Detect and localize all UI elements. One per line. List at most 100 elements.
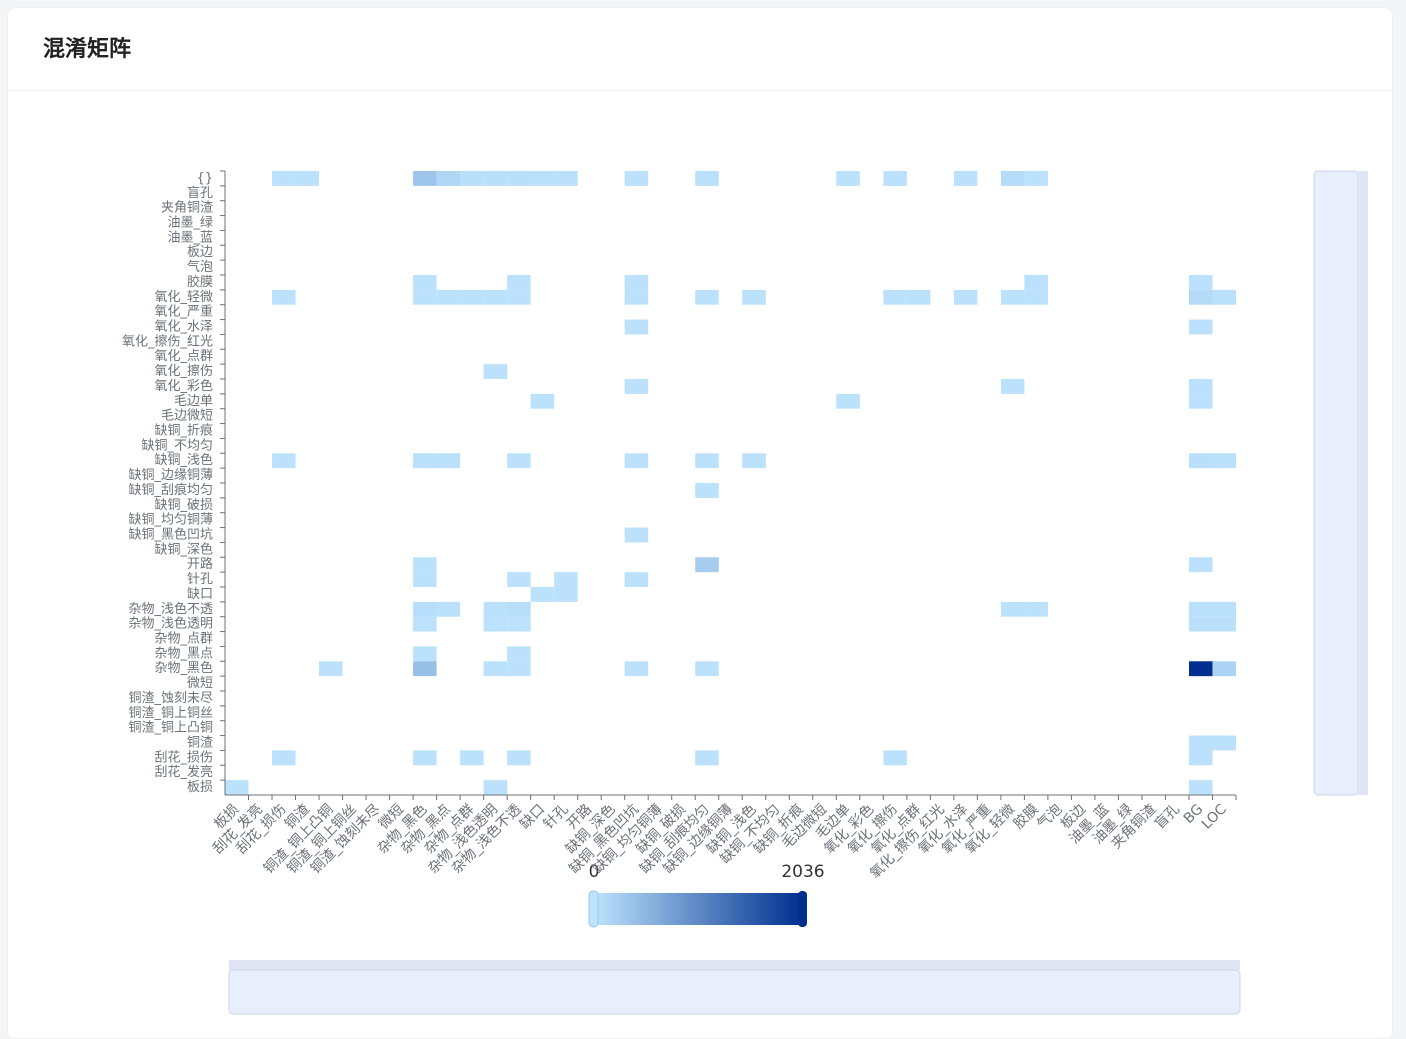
x-zoom-track[interactable] xyxy=(229,960,1240,970)
heatmap-cell xyxy=(624,319,649,335)
y-tick-label: 氧化_水泽 xyxy=(154,320,213,335)
heatmap-cell xyxy=(695,289,719,305)
heatmap-cell xyxy=(695,453,719,469)
y-tick-label: 板边 xyxy=(187,245,213,260)
heatmap-cell xyxy=(1212,453,1236,469)
heatmap-cell xyxy=(624,572,649,587)
y-tick-label: 铜渣_铜上凸铜 xyxy=(128,721,213,736)
y-tick-label: 缺铜_浅色 xyxy=(154,452,213,468)
heatmap-cell xyxy=(530,171,555,186)
heatmap-cell xyxy=(1000,601,1025,617)
y-tick-label: 夹角铜渣 xyxy=(161,201,213,216)
y-tick-label: 盲孔 xyxy=(187,185,213,201)
heatmap-cell xyxy=(436,171,461,186)
heatmap-cell xyxy=(1000,289,1025,305)
y-tick-label: 铜渣_蚀刻未尽 xyxy=(128,691,213,706)
heatmap-cell xyxy=(460,171,484,186)
heatmap-cell xyxy=(436,601,461,617)
color-bar xyxy=(594,893,802,925)
heatmap-cell xyxy=(1188,453,1213,469)
heatmap-cell xyxy=(1188,601,1213,617)
heatmap-cell xyxy=(483,780,508,795)
heatmap-cell xyxy=(1024,289,1048,305)
y-tick-label: 氧化_严重 xyxy=(154,304,213,320)
color-handle-min[interactable] xyxy=(588,890,599,928)
heatmap-cell xyxy=(507,289,531,305)
heatmap-cell xyxy=(483,661,508,677)
y-tick-label: 铜渣_铜上铜丝 xyxy=(128,706,213,721)
heatmap-cell xyxy=(1188,735,1213,751)
heatmap-cell xyxy=(413,601,437,617)
heatmap-cell xyxy=(1188,750,1213,766)
heatmap-cell xyxy=(695,750,719,766)
color-handle-max[interactable] xyxy=(798,891,807,927)
heatmap-cell xyxy=(1000,379,1025,394)
y-zoom-slider[interactable] xyxy=(1313,170,1359,796)
heatmap-cell xyxy=(624,275,649,290)
x-tick-label: 胶膜 xyxy=(1010,801,1042,833)
y-tick-label: 杂物_浅色不透 xyxy=(128,601,213,617)
heatmap-cell xyxy=(1188,289,1213,305)
heatmap-cell xyxy=(1188,557,1213,573)
heatmap-cell xyxy=(836,171,860,186)
heatmap-cell xyxy=(906,289,931,305)
heatmap-cell xyxy=(1212,661,1236,677)
heatmap-cell xyxy=(695,557,719,573)
heatmap-cell xyxy=(413,289,437,305)
heatmap-cell xyxy=(1212,616,1236,632)
y-zoom-track[interactable] xyxy=(1358,171,1368,795)
y-tick-label: 微短 xyxy=(187,676,213,691)
y-tick-label: 缺铜_刮痕均匀 xyxy=(128,482,213,498)
heatmap-cell xyxy=(413,646,437,662)
heatmap-cell xyxy=(1188,275,1213,290)
y-tick-label: 缺铜_深色 xyxy=(154,541,213,557)
y-tick-label: 氧化_擦伤 xyxy=(154,364,213,379)
heatmap-cell xyxy=(1188,319,1213,335)
heatmap-cell xyxy=(295,171,320,186)
heatmap-cell xyxy=(1188,661,1213,677)
x-zoom-slider[interactable] xyxy=(228,969,1241,1015)
heatmap-cell xyxy=(695,171,719,186)
y-tick-label: 油墨_绿 xyxy=(167,216,213,231)
y-tick-label: 针孔 xyxy=(187,572,213,587)
heatmap-cell xyxy=(1000,171,1025,186)
heatmap-cell xyxy=(953,289,978,305)
heatmap-cell xyxy=(1188,780,1213,795)
heatmap-cell xyxy=(460,750,484,766)
heatmap-cell xyxy=(507,616,531,632)
heatmap-cell xyxy=(483,616,508,632)
color-max-label: 2036 xyxy=(781,862,824,882)
heatmap-cell xyxy=(413,557,437,573)
heatmap-cell xyxy=(413,453,437,469)
heatmap-cell xyxy=(413,572,437,587)
heatmap-cell xyxy=(460,289,484,305)
heatmap-cell xyxy=(624,379,649,394)
y-tick-label: 气泡 xyxy=(187,259,213,275)
y-tick-label: 氧化_轻微 xyxy=(154,290,213,305)
heatmap-cell xyxy=(1188,393,1213,409)
y-tick-label: 缺铜_均匀铜薄 xyxy=(128,513,213,528)
heatmap-cell xyxy=(624,453,649,469)
heatmap-cell xyxy=(836,393,860,409)
heatmap-cell xyxy=(483,364,508,379)
x-tick-label: 盲孔 xyxy=(1151,801,1183,833)
heatmap-cell xyxy=(530,587,555,602)
y-tick-label: 缺口 xyxy=(187,587,213,602)
y-tick-label: 板损 xyxy=(187,780,213,795)
y-tick-label: 刮花_损伤 xyxy=(154,749,213,765)
heatmap-cell xyxy=(507,171,531,186)
heatmap-cell xyxy=(272,289,296,305)
y-tick-label: 氧化_擦伤_红光 xyxy=(122,333,213,349)
heatmap-cell xyxy=(554,171,578,186)
y-tick-label: 杂物_黑点 xyxy=(154,646,213,661)
heatmap-cell xyxy=(507,750,531,766)
heatmap-cell xyxy=(1188,616,1213,632)
y-tick-label: 毛边单 xyxy=(174,394,213,409)
y-tick-label: 缺铜_不均匀 xyxy=(141,438,213,453)
heatmap-cell xyxy=(413,750,437,766)
card-title: 混淆矩阵 xyxy=(8,8,1392,91)
y-tick-label: 油墨_蓝 xyxy=(167,230,213,245)
heatmap-cell xyxy=(883,750,907,766)
